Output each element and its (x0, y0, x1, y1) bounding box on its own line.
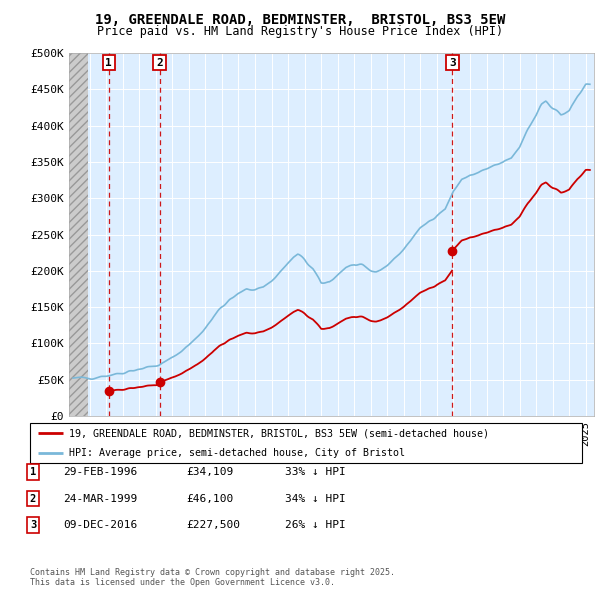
Text: £34,109: £34,109 (186, 467, 233, 477)
Text: 09-DEC-2016: 09-DEC-2016 (63, 520, 137, 530)
Text: 2: 2 (156, 58, 163, 67)
Text: 19, GREENDALE ROAD, BEDMINSTER, BRISTOL, BS3 5EW (semi-detached house): 19, GREENDALE ROAD, BEDMINSTER, BRISTOL,… (68, 428, 488, 438)
Text: Price paid vs. HM Land Registry's House Price Index (HPI): Price paid vs. HM Land Registry's House … (97, 25, 503, 38)
Text: 1: 1 (106, 58, 112, 67)
Text: £227,500: £227,500 (186, 520, 240, 530)
Text: £46,100: £46,100 (186, 494, 233, 503)
Text: 2: 2 (30, 494, 36, 503)
Text: 3: 3 (449, 58, 456, 67)
Text: 26% ↓ HPI: 26% ↓ HPI (285, 520, 346, 530)
Text: 1: 1 (30, 467, 36, 477)
Text: HPI: Average price, semi-detached house, City of Bristol: HPI: Average price, semi-detached house,… (68, 448, 404, 458)
Text: 29-FEB-1996: 29-FEB-1996 (63, 467, 137, 477)
Text: 24-MAR-1999: 24-MAR-1999 (63, 494, 137, 503)
Text: 34% ↓ HPI: 34% ↓ HPI (285, 494, 346, 503)
Text: 33% ↓ HPI: 33% ↓ HPI (285, 467, 346, 477)
Text: 3: 3 (30, 520, 36, 530)
Text: Contains HM Land Registry data © Crown copyright and database right 2025.
This d: Contains HM Land Registry data © Crown c… (30, 568, 395, 587)
Text: 19, GREENDALE ROAD, BEDMINSTER,  BRISTOL, BS3 5EW: 19, GREENDALE ROAD, BEDMINSTER, BRISTOL,… (95, 13, 505, 27)
Bar (69, 53, 88, 416)
